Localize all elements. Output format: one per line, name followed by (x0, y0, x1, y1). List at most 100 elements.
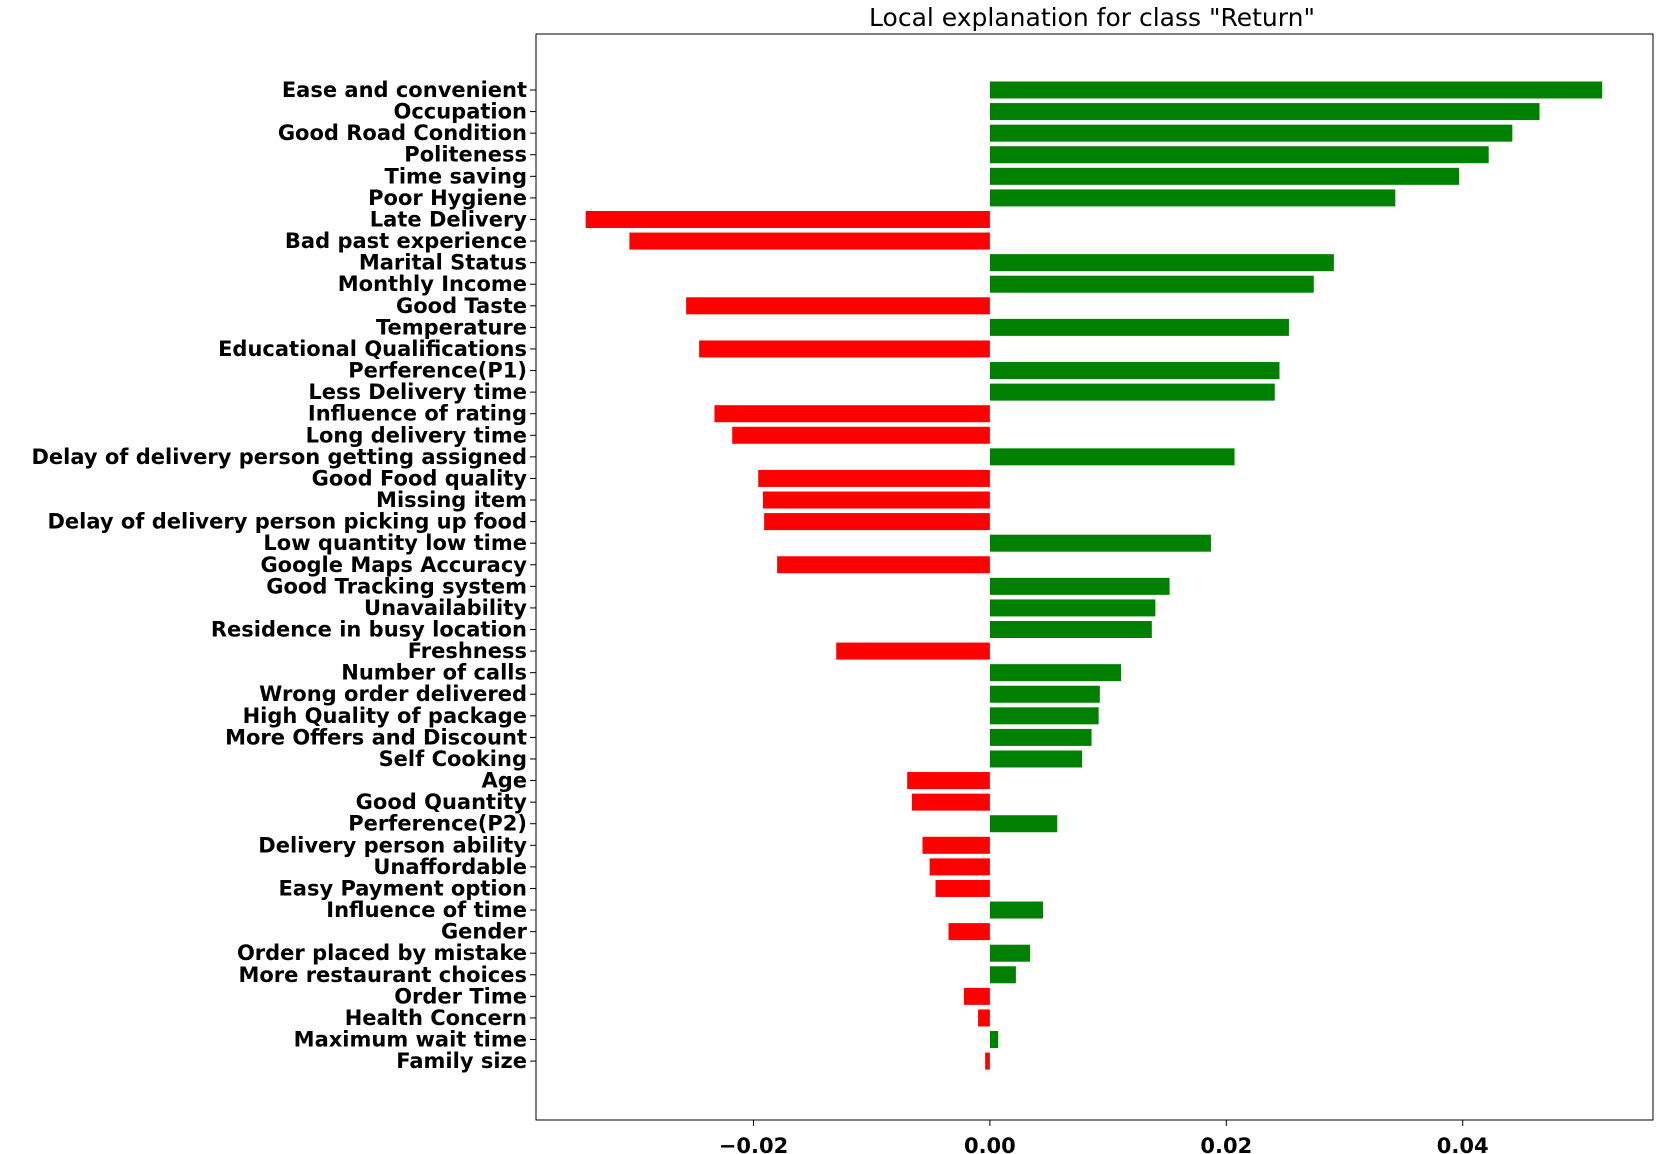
y-tick-label: Perference(P2) (348, 812, 527, 836)
bar (989, 318, 1289, 336)
bar (989, 275, 1314, 293)
y-tick-label: Family size (396, 1049, 527, 1073)
bar (978, 1009, 990, 1027)
plot-frame (535, 33, 1654, 1121)
y-tick-label: Residence in busy location (211, 618, 527, 642)
bar (762, 491, 990, 509)
bar (963, 987, 990, 1005)
y-tick-label: Delay of delivery person getting assigne… (31, 445, 527, 469)
y-tick-label: Maximum wait time (294, 1028, 527, 1052)
x-tick-label: −0.02 (719, 1134, 788, 1154)
y-tick-label: Less Delivery time (308, 380, 527, 404)
bar (629, 232, 990, 250)
bar (989, 901, 1044, 919)
bar (989, 728, 1092, 746)
bar (922, 836, 990, 854)
y-tick-label: Long delivery time (306, 423, 527, 447)
y-tick-label: Politeness (404, 143, 527, 167)
y-tick-label: Good Road Condition (278, 121, 527, 145)
bar (929, 858, 990, 876)
bar (989, 103, 1540, 121)
y-tick-label: Time saving (385, 164, 528, 188)
bar (935, 879, 990, 897)
bar (989, 664, 1122, 682)
bar (989, 966, 1016, 984)
bar (989, 167, 1460, 185)
y-tick-label: Good Tracking system (266, 574, 527, 598)
y-tick-label: Gender (441, 920, 528, 944)
bar (699, 340, 990, 358)
y-tick-label: Good Food quality (312, 466, 528, 490)
x-axis-ticks: −0.02 0.00 0.02 0.04 (719, 1120, 1489, 1154)
bar (714, 405, 990, 423)
y-tick-label: Unavailability (364, 596, 527, 620)
y-tick-label: Age (481, 769, 527, 793)
y-tick-label: Low quantity low time (263, 531, 527, 555)
y-tick-label: High Quality of package (243, 704, 527, 728)
y-tick-label: More Offers and Discount (225, 725, 527, 749)
y-tick-label: Easy Payment option (278, 876, 527, 900)
bar (989, 81, 1603, 99)
bar (989, 448, 1235, 466)
bar (989, 362, 1280, 380)
bar (989, 254, 1334, 272)
x-tick-label: 0.04 (1437, 1134, 1489, 1154)
bars-group (585, 81, 1603, 1070)
y-tick-label: Poor Hygiene (368, 186, 527, 210)
y-tick-label: Good Quantity (356, 790, 528, 814)
y-tick-label: Self Cooking (379, 747, 527, 771)
bar (989, 685, 1100, 703)
y-tick-label: Educational Qualifications (218, 337, 527, 361)
bar (989, 534, 1211, 552)
chart-title: Local explanation for class "Return" (869, 3, 1315, 32)
bar (985, 1052, 990, 1070)
bar (836, 642, 990, 660)
y-tick-label: Wrong order delivered (259, 682, 527, 706)
bar (989, 707, 1099, 725)
y-tick-label: Number of calls (341, 661, 527, 685)
bar (989, 599, 1156, 617)
y-tick-label: Missing item (376, 488, 527, 512)
x-tick-label: 0.00 (964, 1134, 1016, 1154)
y-tick-label: Ease and convenient (282, 78, 527, 102)
bar (989, 1031, 999, 1049)
bar (989, 146, 1489, 164)
y-tick-label: Occupation (393, 100, 527, 124)
bar (989, 815, 1058, 833)
y-tick-label: Unaffordable (373, 855, 527, 879)
bar (764, 513, 990, 531)
x-tick-label: 0.02 (1200, 1134, 1252, 1154)
y-tick-label: Order Time (394, 984, 527, 1008)
y-tick-label: Health Concern (345, 1006, 527, 1030)
bar (989, 944, 1031, 962)
y-tick-label: Monthly Income (338, 272, 527, 296)
y-tick-label: Influence of rating (308, 402, 527, 426)
y-tick-label: Influence of time (326, 898, 527, 922)
bar (989, 189, 1396, 207)
y-tick-label: Temperature (376, 315, 527, 339)
bar (911, 793, 990, 811)
bar (989, 621, 1152, 638)
bar (585, 210, 990, 228)
bar (758, 469, 990, 487)
y-tick-label: Order placed by mistake (237, 941, 527, 965)
bar (948, 923, 990, 941)
y-tick-label: Marital Status (359, 251, 527, 275)
bar (777, 556, 990, 574)
y-tick-label: Perference(P1) (348, 359, 527, 383)
bar (989, 750, 1083, 768)
y-tick-label: Bad past experience (285, 229, 527, 253)
bar (686, 297, 990, 315)
y-tick-label: Good Taste (396, 294, 527, 318)
y-tick-label: Delivery person ability (258, 833, 527, 857)
y-tick-label: More restaurant choices (238, 963, 527, 987)
bar (907, 772, 990, 790)
y-tick-label: Delay of delivery person picking up food (47, 510, 527, 534)
bar (989, 124, 1513, 142)
y-tick-label: Late Delivery (370, 207, 528, 231)
y-tick-label: Google Maps Accuracy (260, 553, 527, 577)
bar (989, 577, 1170, 595)
y-tick-label: Freshness (408, 639, 527, 663)
